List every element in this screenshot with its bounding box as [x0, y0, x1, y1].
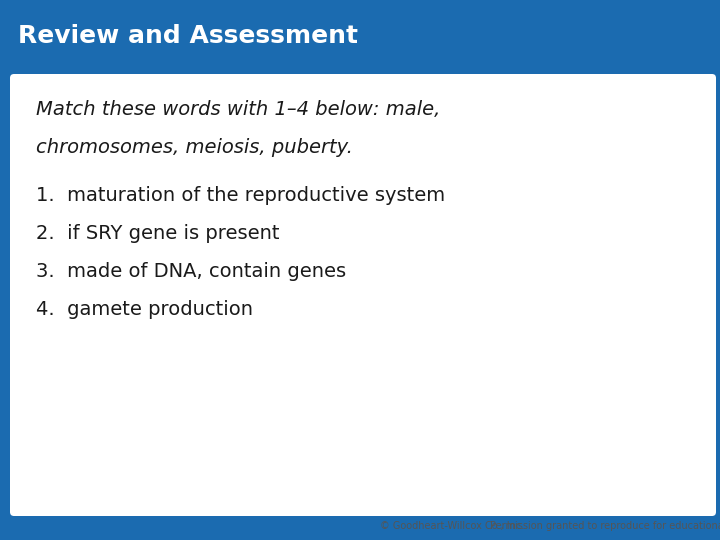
Text: Permission granted to reproduce for educational use only.: Permission granted to reproduce for educ…	[490, 521, 720, 531]
Text: 4.  gamete production: 4. gamete production	[36, 300, 253, 319]
Text: Review and Assessment: Review and Assessment	[18, 24, 358, 48]
Text: 3.  made of DNA, contain genes: 3. made of DNA, contain genes	[36, 262, 346, 281]
Text: © Goodheart-Willcox Co., Inc.: © Goodheart-Willcox Co., Inc.	[380, 521, 524, 531]
Text: 2.  if SRY gene is present: 2. if SRY gene is present	[36, 224, 279, 243]
Text: Match these words with 1–4 below: male,: Match these words with 1–4 below: male,	[36, 100, 441, 119]
FancyBboxPatch shape	[10, 74, 716, 516]
Text: chromosomes, meiosis, puberty.: chromosomes, meiosis, puberty.	[36, 138, 353, 157]
Bar	[0, 0, 720, 72]
Text: 1.  maturation of the reproductive system: 1. maturation of the reproductive system	[36, 186, 445, 205]
